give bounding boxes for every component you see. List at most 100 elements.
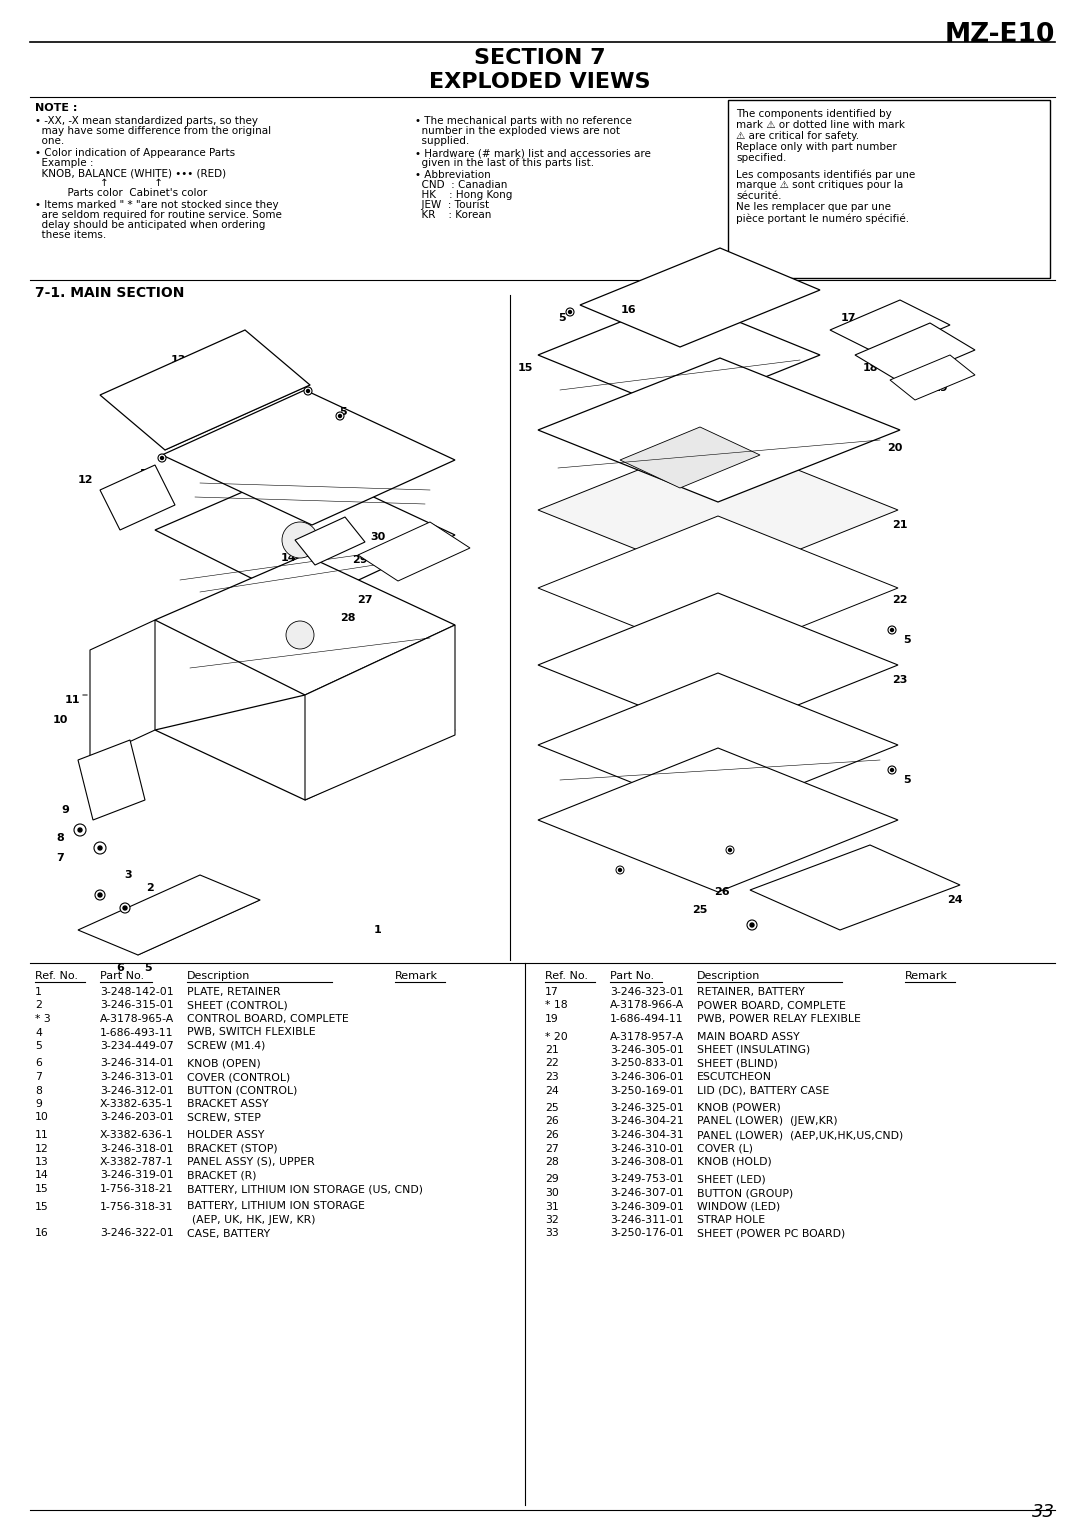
Text: 13: 13 bbox=[35, 1157, 49, 1167]
Circle shape bbox=[888, 766, 896, 775]
Text: 19: 19 bbox=[932, 384, 948, 393]
Text: 6: 6 bbox=[116, 963, 124, 973]
Text: 26: 26 bbox=[714, 886, 730, 897]
Text: 15: 15 bbox=[35, 1184, 49, 1193]
Text: 3-246-305-01: 3-246-305-01 bbox=[610, 1045, 684, 1054]
Text: Remark: Remark bbox=[905, 970, 948, 981]
Text: 5: 5 bbox=[35, 1041, 42, 1051]
Text: A-3178-965-A: A-3178-965-A bbox=[100, 1015, 174, 1024]
Polygon shape bbox=[100, 465, 175, 530]
Text: • Color indication of Appearance Parts: • Color indication of Appearance Parts bbox=[35, 148, 235, 157]
Circle shape bbox=[303, 387, 312, 396]
Text: COVER (L): COVER (L) bbox=[697, 1143, 753, 1154]
Text: MZ-E10: MZ-E10 bbox=[945, 21, 1055, 47]
Text: 3-246-319-01: 3-246-319-01 bbox=[100, 1170, 174, 1181]
Text: 21: 21 bbox=[545, 1045, 558, 1054]
Text: • -XX, -X mean standardized parts, so they: • -XX, -X mean standardized parts, so th… bbox=[35, 116, 258, 125]
Text: BRACKET (STOP): BRACKET (STOP) bbox=[187, 1143, 278, 1154]
Text: 13: 13 bbox=[171, 354, 186, 365]
Text: PANEL (LOWER)  (AEP,UK,HK,US,CND): PANEL (LOWER) (AEP,UK,HK,US,CND) bbox=[697, 1131, 903, 1140]
Text: BUTTON (CONTROL): BUTTON (CONTROL) bbox=[187, 1085, 297, 1096]
Text: BATTERY, LITHIUM ION STORAGE (US, CND): BATTERY, LITHIUM ION STORAGE (US, CND) bbox=[187, 1184, 423, 1193]
Circle shape bbox=[286, 620, 314, 649]
Text: 16: 16 bbox=[620, 306, 636, 315]
Text: 3-246-313-01: 3-246-313-01 bbox=[100, 1073, 174, 1082]
Text: 25: 25 bbox=[545, 1103, 558, 1112]
Text: 15: 15 bbox=[35, 1201, 49, 1212]
Text: 5: 5 bbox=[558, 313, 566, 322]
Text: 1-686-494-11: 1-686-494-11 bbox=[610, 1015, 684, 1024]
Text: 1-756-318-21: 1-756-318-21 bbox=[100, 1184, 174, 1193]
Text: 1-686-493-11: 1-686-493-11 bbox=[100, 1027, 174, 1038]
Circle shape bbox=[616, 866, 624, 874]
Text: 3: 3 bbox=[124, 869, 132, 880]
Text: 17: 17 bbox=[840, 313, 855, 322]
Text: 3-246-312-01: 3-246-312-01 bbox=[100, 1085, 174, 1096]
Text: given in the last of this parts list.: given in the last of this parts list. bbox=[415, 157, 594, 168]
Text: LID (DC), BATTERY CASE: LID (DC), BATTERY CASE bbox=[697, 1085, 829, 1096]
Text: * 20: * 20 bbox=[545, 1031, 568, 1042]
Text: HOLDER ASSY: HOLDER ASSY bbox=[187, 1131, 265, 1140]
Polygon shape bbox=[78, 740, 145, 821]
Text: 3-246-309-01: 3-246-309-01 bbox=[610, 1201, 684, 1212]
Text: 26: 26 bbox=[545, 1131, 558, 1140]
Text: 22: 22 bbox=[892, 594, 908, 605]
Text: 9: 9 bbox=[35, 1099, 42, 1109]
Text: • Abbreviation: • Abbreviation bbox=[415, 170, 490, 180]
Polygon shape bbox=[538, 593, 897, 736]
Text: 3-246-318-01: 3-246-318-01 bbox=[100, 1143, 174, 1154]
Circle shape bbox=[161, 457, 163, 460]
Text: • Items marked " * "are not stocked since they: • Items marked " * "are not stocked sinc… bbox=[35, 200, 279, 209]
Polygon shape bbox=[156, 465, 455, 605]
Circle shape bbox=[123, 906, 127, 911]
Polygon shape bbox=[100, 330, 310, 451]
Text: sécurité.: sécurité. bbox=[735, 191, 782, 202]
Text: 3-246-315-01: 3-246-315-01 bbox=[100, 1001, 174, 1010]
Text: 29: 29 bbox=[352, 555, 368, 565]
Polygon shape bbox=[538, 516, 897, 660]
Polygon shape bbox=[538, 358, 900, 503]
Text: SHEET (CONTROL): SHEET (CONTROL) bbox=[187, 1001, 287, 1010]
Polygon shape bbox=[538, 749, 897, 892]
Text: 3-246-323-01: 3-246-323-01 bbox=[610, 987, 684, 996]
Text: may have some difference from the original: may have some difference from the origin… bbox=[35, 125, 271, 136]
Text: 7: 7 bbox=[35, 1073, 42, 1082]
Text: 3-250-176-01: 3-250-176-01 bbox=[610, 1229, 684, 1239]
Text: Part No.: Part No. bbox=[610, 970, 654, 981]
Text: BRACKET ASSY: BRACKET ASSY bbox=[187, 1099, 269, 1109]
Circle shape bbox=[78, 828, 82, 833]
Text: 3-250-169-01: 3-250-169-01 bbox=[610, 1085, 684, 1096]
Text: PANEL ASSY (S), UPPER: PANEL ASSY (S), UPPER bbox=[187, 1157, 314, 1167]
Text: 5: 5 bbox=[139, 469, 147, 478]
Text: HK    : Hong Kong: HK : Hong Kong bbox=[415, 189, 512, 200]
Text: 32: 32 bbox=[545, 1215, 558, 1225]
Text: 27: 27 bbox=[545, 1143, 558, 1154]
Text: these items.: these items. bbox=[35, 231, 106, 240]
Text: 18: 18 bbox=[862, 364, 878, 373]
Text: 4: 4 bbox=[164, 903, 172, 914]
Text: Description: Description bbox=[187, 970, 251, 981]
Text: 5: 5 bbox=[903, 775, 910, 785]
Polygon shape bbox=[831, 299, 950, 354]
Text: 12: 12 bbox=[35, 1143, 49, 1154]
Polygon shape bbox=[78, 876, 260, 955]
Text: 23: 23 bbox=[892, 675, 907, 685]
Text: X-3382-635-1: X-3382-635-1 bbox=[100, 1099, 174, 1109]
Polygon shape bbox=[538, 672, 897, 817]
Text: 33: 33 bbox=[1032, 1504, 1055, 1520]
Text: 8: 8 bbox=[35, 1085, 42, 1096]
Text: Les composants identifiés par une: Les composants identifiés par une bbox=[735, 170, 915, 179]
Text: A-3178-957-A: A-3178-957-A bbox=[610, 1031, 685, 1042]
Polygon shape bbox=[162, 390, 455, 526]
Text: WINDOW (LED): WINDOW (LED) bbox=[697, 1201, 780, 1212]
Text: 1: 1 bbox=[374, 924, 382, 935]
Text: 19: 19 bbox=[545, 1015, 558, 1024]
Polygon shape bbox=[538, 298, 820, 413]
Text: A-3178-966-A: A-3178-966-A bbox=[610, 1001, 685, 1010]
Text: Parts color  Cabinet's color: Parts color Cabinet's color bbox=[35, 188, 207, 199]
Text: pièce portant le numéro spécifié.: pièce portant le numéro spécifié. bbox=[735, 212, 909, 223]
Text: POWER BOARD, COMPLETE: POWER BOARD, COMPLETE bbox=[697, 1001, 846, 1010]
Text: SHEET (INSULATING): SHEET (INSULATING) bbox=[697, 1045, 810, 1054]
Text: 3-234-449-07: 3-234-449-07 bbox=[100, 1041, 174, 1051]
Text: 3-246-304-31: 3-246-304-31 bbox=[610, 1131, 684, 1140]
